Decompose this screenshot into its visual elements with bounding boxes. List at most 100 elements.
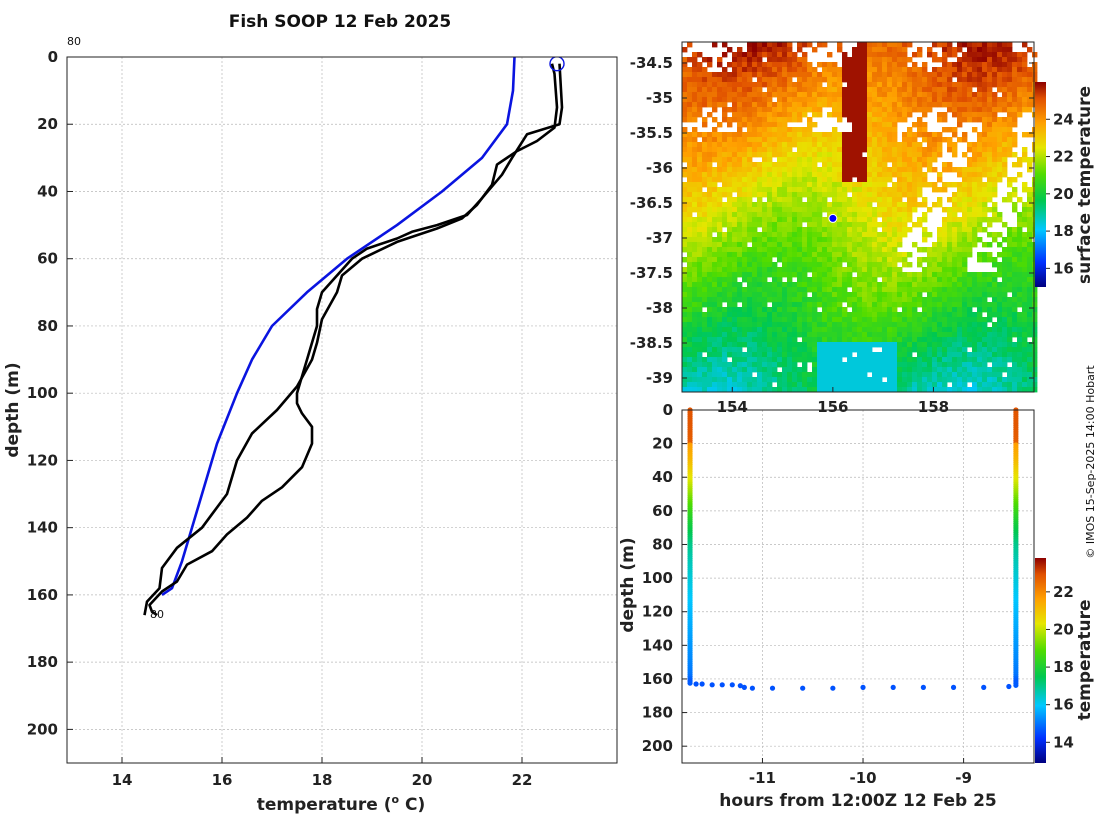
- sst-map-cell: [902, 42, 908, 48]
- sst-map-cell: [947, 337, 953, 343]
- sst-map-cell: [1022, 52, 1028, 58]
- sst-map-cell: [812, 287, 818, 293]
- section-y-tick-label: 80: [652, 535, 673, 553]
- sst-map-cell: [1022, 372, 1028, 378]
- sst-map-cell: [737, 377, 743, 383]
- section-bottom-dot: [709, 682, 715, 688]
- sst-map-cell: [872, 242, 878, 248]
- sst-map-cell: [802, 267, 808, 273]
- sst-map-cell: [907, 192, 913, 198]
- sst-map-cell: [997, 42, 1003, 48]
- sst-map-cell: [982, 297, 988, 303]
- sst-map-cell: [927, 327, 933, 333]
- sst-map-cell: [787, 322, 793, 328]
- sst-map-cell: [717, 137, 723, 143]
- sst-map-cell: [872, 387, 878, 393]
- sst-map-cell: [707, 187, 713, 193]
- sst-map-cell: [987, 42, 993, 48]
- section-bottom-dot: [1006, 683, 1012, 690]
- sst-map-cell: [877, 102, 883, 108]
- sst-map-cell: [697, 142, 703, 148]
- sst-map-cell: [1022, 287, 1028, 293]
- sst-map-cell: [862, 72, 868, 78]
- sst-map-cell: [732, 322, 738, 328]
- sst-map-cell: [802, 387, 808, 393]
- sst-map-cell: [727, 317, 733, 323]
- sst-map-cell: [737, 352, 743, 358]
- sst-map-cell: [852, 167, 858, 173]
- sst-map-cell: [837, 187, 843, 193]
- sst-map-cell: [947, 217, 953, 223]
- sst-map-cell: [837, 152, 843, 158]
- sst-map-cell: [992, 367, 998, 373]
- sst-map-cell: [837, 192, 843, 198]
- sst-map-cell: [777, 277, 783, 283]
- sst-map-cell: [867, 347, 873, 353]
- sst-map-cell: [972, 162, 978, 168]
- sst-map-cell: [742, 117, 748, 123]
- sst-map-cell: [892, 252, 898, 258]
- sst-map-cell: [742, 287, 748, 293]
- sst-map-cell: [767, 157, 773, 163]
- sst-map-cell: [792, 262, 798, 268]
- sst-map-cell: [922, 332, 928, 338]
- sst-map-cell: [692, 242, 698, 248]
- sst-map-cell: [682, 317, 688, 323]
- sst-map-cell: [772, 57, 778, 63]
- sst-map-cell: [842, 142, 848, 148]
- sst-map-cell: [877, 147, 883, 153]
- sst-map-cell: [757, 387, 763, 393]
- sst-map-cell: [807, 117, 813, 123]
- sst-map-cell: [787, 177, 793, 183]
- sst-map-cell: [757, 372, 763, 378]
- sst-map-cell: [947, 287, 953, 293]
- sst-map-cell: [922, 287, 928, 293]
- sst-map-cell: [802, 302, 808, 308]
- sst-map-cell: [1032, 302, 1038, 308]
- sst-map-cell: [907, 227, 913, 233]
- sst-map-cell: [897, 177, 903, 183]
- sst-map-cell: [957, 272, 963, 278]
- sst-map-cell: [857, 152, 863, 158]
- sst-map-cell: [987, 177, 993, 183]
- sst-map-cell: [987, 102, 993, 108]
- sst-map-cell: [1027, 317, 1033, 323]
- sst-map-cell: [787, 377, 793, 383]
- sst-map-cell: [762, 367, 768, 373]
- sst-map-cell: [772, 182, 778, 188]
- sst-map-cell: [967, 282, 973, 288]
- sst-map-cell: [932, 202, 938, 208]
- sst-map-cell: [707, 262, 713, 268]
- sst-map-cell: [947, 282, 953, 288]
- sst-map-cell: [712, 147, 718, 153]
- sst-map-cell: [902, 337, 908, 343]
- sst-map-cell: [892, 152, 898, 158]
- sst-map-cell: [987, 332, 993, 338]
- sst-map-cell: [782, 72, 788, 78]
- sst-map-cell: [782, 132, 788, 138]
- sst-map-cell: [987, 272, 993, 278]
- sst-map-cell: [997, 232, 1003, 238]
- profile-x-tick-label: 18: [312, 771, 333, 789]
- sst-map-cell: [712, 242, 718, 248]
- sst-map-cell: [762, 387, 768, 393]
- sst-map-cell: [972, 272, 978, 278]
- sst-map-cell: [897, 302, 903, 308]
- sst-map-cell: [1017, 162, 1023, 168]
- sst-map-cell: [947, 227, 953, 233]
- sst-map-cell: [1017, 242, 1023, 248]
- sst-map-cell: [902, 72, 908, 78]
- sst-map-cell: [812, 92, 818, 98]
- sst-map-cell: [987, 112, 993, 118]
- sst-map-cell: [947, 52, 953, 58]
- sst-map-cell: [787, 317, 793, 323]
- sst-map-cell: [877, 387, 883, 393]
- sst-map-cell: [1007, 87, 1013, 93]
- sst-map-cell: [827, 382, 833, 388]
- sst-map-cell: [742, 172, 748, 178]
- sst-map-cell: [812, 292, 818, 298]
- sst-map-cell: [802, 282, 808, 288]
- sst-map-cell: [777, 87, 783, 93]
- sst-map-cell: [782, 307, 788, 313]
- sst-map-cell: [707, 257, 713, 263]
